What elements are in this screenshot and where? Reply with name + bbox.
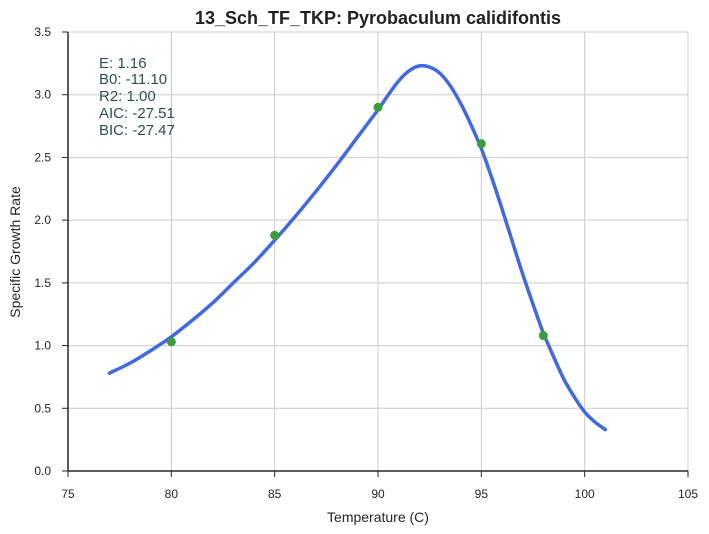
y-tick-label: 2.5: [34, 150, 51, 164]
x-tick-label: 75: [61, 487, 75, 501]
x-tick-label: 100: [575, 487, 595, 501]
x-tick-label: 105: [678, 487, 698, 501]
x-tick-label: 80: [165, 487, 179, 501]
stat-r2: R2: 1.00: [99, 88, 156, 105]
stat-e: E: 1.16: [99, 55, 147, 72]
x-tick-label: 90: [371, 487, 385, 501]
data-point: [166, 337, 176, 347]
stat-bic: BIC: -27.47: [99, 122, 175, 139]
chart-title: 13_Sch_TF_TKP: Pyrobaculum calidifontis: [195, 8, 561, 28]
y-tick-label: 3.5: [34, 25, 51, 39]
y-tick-labels: 0.0 0.5 1.0 1.5 2.0 2.5 3.0 3.5: [34, 25, 51, 478]
grid: [67, 31, 689, 472]
y-tick-label: 1.5: [34, 276, 51, 290]
series-layer: [107, 63, 608, 432]
x-tick-labels: 75 80 85 90 95 100 105: [61, 487, 698, 501]
data-point: [538, 331, 548, 341]
data-point: [270, 230, 280, 240]
fitted-curve: [107, 63, 608, 432]
y-tick-label: 0.0: [34, 464, 51, 478]
y-tick-label: 1.0: [34, 339, 51, 353]
stat-aic: AIC: -27.51: [99, 105, 175, 122]
stat-b0: B0: -11.10: [99, 71, 167, 88]
y-tick-label: 0.5: [34, 401, 51, 415]
data-point: [476, 139, 486, 149]
axes: [62, 31, 689, 477]
y-axis-label: Specific Growth Rate: [7, 186, 23, 318]
y-tick-label: 3.0: [34, 88, 51, 102]
x-axis-label: Temperature (C): [327, 509, 429, 525]
fit-statistics: E: 1.16 B0: -11.10 R2: 1.00 AIC: -27.51 …: [99, 55, 175, 139]
data-point: [373, 102, 383, 112]
y-tick-label: 2.0: [34, 213, 51, 227]
x-tick-label: 95: [475, 487, 489, 501]
x-tick-label: 85: [268, 487, 282, 501]
